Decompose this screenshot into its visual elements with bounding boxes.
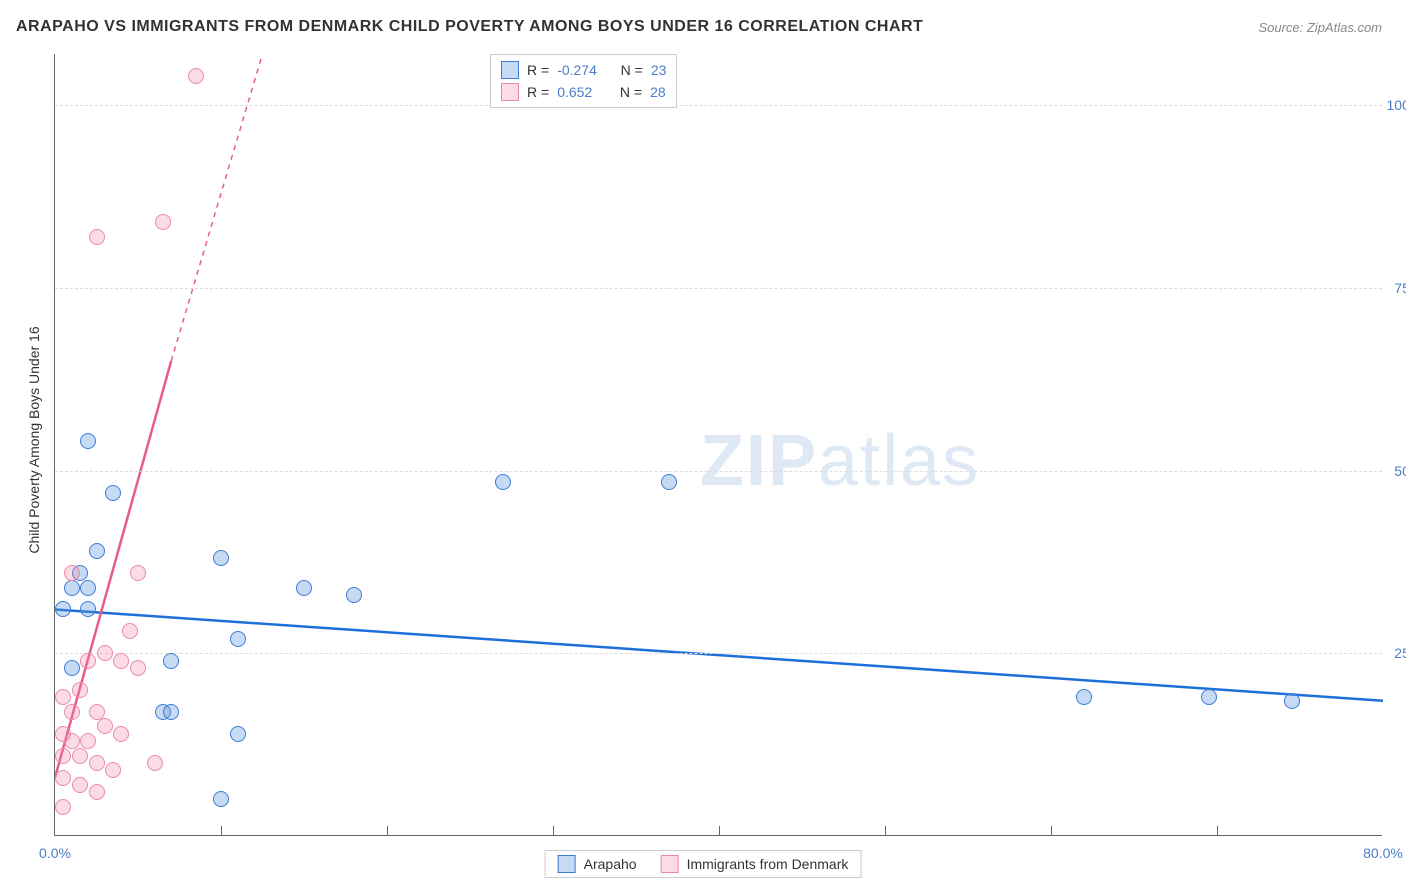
data-point xyxy=(105,485,121,501)
data-point xyxy=(105,762,121,778)
x-minor-tick xyxy=(387,826,388,836)
stats-r-label: R = xyxy=(527,84,549,100)
data-point xyxy=(89,755,105,771)
x-minor-tick xyxy=(1217,826,1218,836)
data-point xyxy=(1284,693,1300,709)
x-minor-tick xyxy=(1051,826,1052,836)
data-point xyxy=(163,653,179,669)
x-minor-tick xyxy=(553,826,554,836)
stats-n-label: N = xyxy=(620,84,642,100)
data-point xyxy=(72,777,88,793)
data-point xyxy=(163,704,179,720)
swatch-blue-icon xyxy=(501,61,519,79)
x-minor-tick xyxy=(885,826,886,836)
data-point xyxy=(64,733,80,749)
data-point xyxy=(80,580,96,596)
y-tick-label: 100.0% xyxy=(1387,97,1406,113)
data-point xyxy=(147,755,163,771)
stats-box: R = -0.274 N = 23 R = 0.652 N = 28 xyxy=(490,54,677,108)
data-point xyxy=(80,733,96,749)
data-point xyxy=(188,68,204,84)
data-point xyxy=(213,791,229,807)
data-point xyxy=(89,784,105,800)
data-point xyxy=(55,601,71,617)
data-point xyxy=(346,587,362,603)
data-point xyxy=(64,704,80,720)
data-point xyxy=(97,718,113,734)
swatch-blue-icon xyxy=(558,855,576,873)
data-point xyxy=(89,543,105,559)
legend-label-1: Arapaho xyxy=(584,856,637,872)
regression-lines xyxy=(55,54,1383,836)
data-point xyxy=(64,565,80,581)
swatch-pink-icon xyxy=(501,83,519,101)
gridline-h xyxy=(55,471,1382,472)
data-point xyxy=(113,726,129,742)
data-point xyxy=(64,660,80,676)
stats-r-val-1: -0.274 xyxy=(557,62,597,78)
data-point xyxy=(72,748,88,764)
data-point xyxy=(80,653,96,669)
data-point xyxy=(296,580,312,596)
data-point xyxy=(230,726,246,742)
data-point xyxy=(1076,689,1092,705)
legend-label-2: Immigrants from Denmark xyxy=(687,856,849,872)
data-point xyxy=(130,660,146,676)
data-point xyxy=(495,474,511,490)
chart-container: ARAPAHO VS IMMIGRANTS FROM DENMARK CHILD… xyxy=(0,0,1406,892)
y-tick-label: 25.0% xyxy=(1394,645,1406,661)
stats-n-label: N = xyxy=(621,62,643,78)
stats-n-val-1: 23 xyxy=(651,62,667,78)
data-point xyxy=(64,580,80,596)
data-point xyxy=(55,689,71,705)
data-point xyxy=(80,601,96,617)
legend-item-1: Arapaho xyxy=(558,855,637,873)
stats-row-1: R = -0.274 N = 23 xyxy=(501,59,666,81)
source-label: Source: ZipAtlas.com xyxy=(1258,20,1382,35)
data-point xyxy=(155,214,171,230)
x-minor-tick xyxy=(719,826,720,836)
plot-area: 25.0%50.0%75.0%100.0%0.0%80.0% xyxy=(54,54,1382,836)
data-point xyxy=(80,433,96,449)
data-point xyxy=(122,623,138,639)
x-tick-label: 0.0% xyxy=(39,845,71,861)
data-point xyxy=(89,704,105,720)
x-minor-tick xyxy=(221,826,222,836)
data-point xyxy=(230,631,246,647)
stats-n-val-2: 28 xyxy=(650,84,666,100)
x-tick-label: 80.0% xyxy=(1363,845,1403,861)
gridline-h xyxy=(55,653,1382,654)
swatch-pink-icon xyxy=(661,855,679,873)
chart-title: ARAPAHO VS IMMIGRANTS FROM DENMARK CHILD… xyxy=(16,18,923,36)
data-point xyxy=(1201,689,1217,705)
y-tick-label: 50.0% xyxy=(1394,463,1406,479)
legend-item-2: Immigrants from Denmark xyxy=(661,855,849,873)
stats-row-2: R = 0.652 N = 28 xyxy=(501,81,666,103)
y-axis-label: Child Poverty Among Boys Under 16 xyxy=(26,326,42,553)
data-point xyxy=(55,748,71,764)
data-point xyxy=(113,653,129,669)
legend-bottom: Arapaho Immigrants from Denmark xyxy=(545,850,862,878)
stats-r-label: R = xyxy=(527,62,549,78)
stats-r-val-2: 0.652 xyxy=(557,84,592,100)
data-point xyxy=(55,799,71,815)
gridline-h xyxy=(55,288,1382,289)
data-point xyxy=(72,682,88,698)
data-point xyxy=(661,474,677,490)
data-point xyxy=(55,770,71,786)
data-point xyxy=(89,229,105,245)
y-tick-label: 75.0% xyxy=(1394,280,1406,296)
gridline-h xyxy=(55,105,1382,106)
data-point xyxy=(213,550,229,566)
data-point xyxy=(97,645,113,661)
data-point xyxy=(130,565,146,581)
